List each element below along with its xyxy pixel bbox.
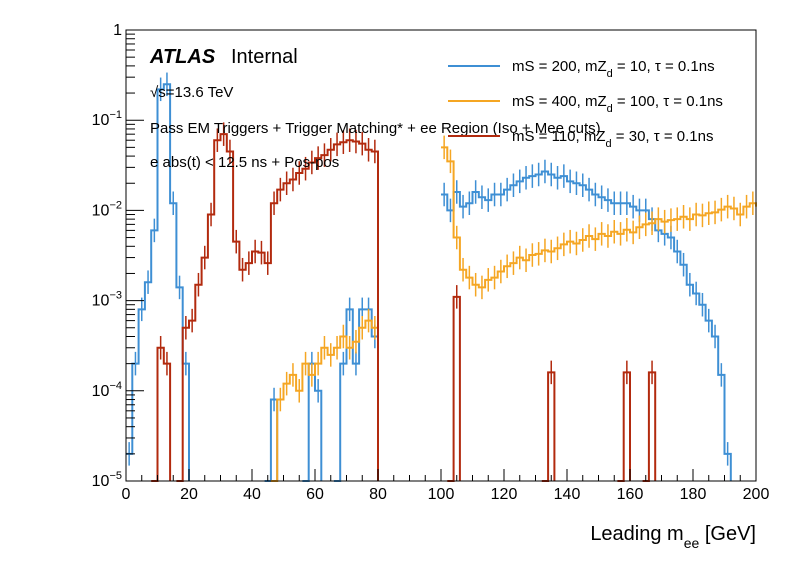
selection-annotation: Pass EM Triggers + Trigger Matching* + e… — [150, 120, 601, 137]
series-2-step-2 — [447, 295, 461, 482]
x-tick-label: 100 — [428, 486, 455, 503]
y-tick-label: 10−1 — [92, 109, 122, 129]
legend-entry-2: mS = 110, mZd = 30, τ = 0.1ns — [512, 128, 713, 150]
axis-ticks: 0 20 40 60 80 100 120 140 160 180 200 1 10−1 10−2 10−3… — [92, 22, 770, 503]
internal-label: Internal — [231, 46, 298, 68]
series-1-step-1 — [441, 146, 757, 289]
legend-entry-1: mS = 400, mZd = 100, τ = 0.1ns — [512, 93, 723, 115]
y-tick-label: 10−5 — [92, 470, 122, 490]
series-0-step-4 — [441, 170, 732, 481]
x-tick-label: 40 — [243, 486, 261, 503]
series-1-step-0 — [270, 319, 379, 482]
x-tick-label: 60 — [306, 486, 324, 503]
x-tick-label: 160 — [617, 486, 644, 503]
y-tick-label: 10−3 — [92, 290, 122, 310]
atlas-label: ATLAS — [149, 46, 216, 68]
y-tick-label: 10−2 — [92, 199, 122, 219]
x-axis-label: Leading mee [GeV] — [590, 523, 756, 551]
x-axis-label-sub: ee — [684, 535, 700, 551]
series-1 — [270, 135, 757, 482]
y-tick-label: 10−4 — [92, 380, 122, 400]
x-tick-label: 80 — [369, 486, 387, 503]
x-tick-label: 140 — [554, 486, 581, 503]
x-tick-label: 180 — [680, 486, 707, 503]
x-tick-label: 0 — [122, 486, 131, 503]
x-tick-label: 120 — [491, 486, 518, 503]
timing-annotation: e abs(t) < 12.5 ns + Pos-pos — [150, 154, 339, 171]
series-2-step-1 — [176, 133, 379, 482]
series-2-step-4 — [617, 371, 631, 482]
series-0-step-1 — [264, 398, 279, 482]
series-2-step-5 — [642, 371, 657, 482]
series-2 — [151, 122, 657, 482]
series-0-step-0 — [126, 83, 190, 481]
x-tick-label: 20 — [180, 486, 198, 503]
energy-annotation: √s=13.6 TeV — [150, 84, 233, 101]
x-tick-label: 200 — [743, 486, 770, 503]
series-2-step-3 — [541, 371, 556, 482]
legend-entry-0: mS = 200, mZd = 10, τ = 0.1ns — [512, 58, 715, 80]
x-axis-label-main: Leading m — [590, 523, 683, 545]
y-tick-label: 1 — [113, 22, 122, 39]
legend: mS = 200, mZd = 10, τ = 0.1ns mS = 400, m… — [448, 58, 723, 150]
x-axis-label-unit: [GeV] — [699, 523, 756, 545]
